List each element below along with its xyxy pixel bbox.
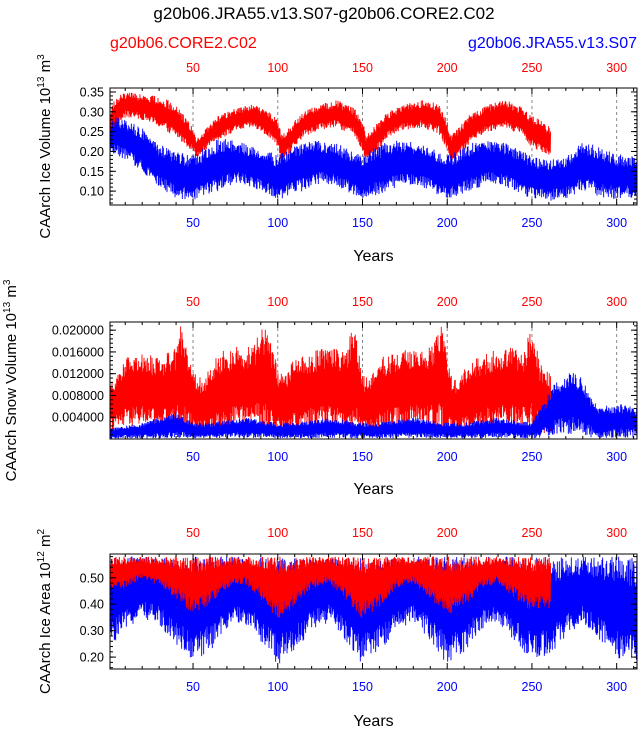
x-tick-label-bottom: 150 bbox=[352, 216, 373, 230]
x-tick-label-bottom: 100 bbox=[267, 450, 288, 464]
chart-panel-1: 50 50 100 100 150 150 200 200 250 250 300 300 0.10 0.… bbox=[36, 54, 638, 265]
x-tick-label-bottom: 250 bbox=[522, 680, 543, 694]
x-tick-label-bottom: 50 bbox=[186, 216, 200, 230]
series-blue-line bbox=[110, 373, 637, 439]
chart-panel-2: 50 50 100 100 150 150 200 200 250 250 300 300 0.0040… bbox=[2, 279, 638, 498]
x-tick-label-bottom: 100 bbox=[267, 680, 288, 694]
x-tick-label-bottom: 150 bbox=[352, 680, 373, 694]
x-axis-label: Years bbox=[353, 481, 393, 498]
x-tick-label-top: 50 bbox=[186, 295, 200, 309]
y-tick-label: 0.008000 bbox=[52, 389, 104, 403]
y-tick-label: 0.30 bbox=[80, 624, 104, 638]
x-tick-label-top: 200 bbox=[437, 295, 458, 309]
x-tick-label-top: 250 bbox=[522, 61, 543, 75]
y-tick-label: 0.004000 bbox=[52, 411, 104, 425]
y-axis-label: CAArch Ice Volume 1013 m3 bbox=[36, 54, 54, 239]
x-tick-label-top: 200 bbox=[437, 526, 458, 540]
x-tick-label-top: 250 bbox=[522, 526, 543, 540]
y-tick-label: 0.20 bbox=[80, 651, 104, 665]
x-tick-label-top: 300 bbox=[606, 526, 627, 540]
x-tick-label-bottom: 300 bbox=[606, 680, 627, 694]
y-tick-label: 0.10 bbox=[80, 185, 104, 199]
plot-frame bbox=[109, 87, 638, 206]
x-tick-label-bottom: 300 bbox=[606, 216, 627, 230]
figure-title: g20b06.JRA55.v13.S07-g20b06.CORE2.C02 bbox=[153, 4, 494, 23]
plot-frame bbox=[109, 321, 638, 440]
y-tick-label: 0.016000 bbox=[52, 345, 104, 359]
x-tick-label-top: 300 bbox=[606, 295, 627, 309]
x-tick-label-bottom: 200 bbox=[437, 680, 458, 694]
y-tick-label: 0.35 bbox=[80, 85, 104, 99]
series-blue-line bbox=[110, 556, 637, 664]
series-red-line bbox=[110, 326, 552, 437]
x-tick-label-top: 100 bbox=[267, 526, 288, 540]
x-tick-label-top: 100 bbox=[267, 61, 288, 75]
y-tick-label: 0.15 bbox=[80, 165, 104, 179]
x-tick-label-bottom: 200 bbox=[437, 450, 458, 464]
x-axis-label: Years bbox=[353, 248, 393, 265]
x-tick-label-bottom: 250 bbox=[522, 216, 543, 230]
series-red-line bbox=[110, 556, 552, 618]
x-axis-label: Years bbox=[353, 713, 393, 730]
legend-blue-label: g20b06.JRA55.v13.S07 bbox=[468, 35, 637, 52]
x-tick-label-bottom: 50 bbox=[186, 680, 200, 694]
panels: 50 50 100 100 150 150 200 200 250 250 300 300 0.10 0.… bbox=[2, 54, 638, 730]
y-tick-label: 0.40 bbox=[80, 598, 104, 612]
y-tick-label: 0.012000 bbox=[52, 367, 104, 381]
series-blue-line bbox=[110, 117, 637, 201]
y-axis-label: CAArch Snow Volume 1013 m3 bbox=[2, 279, 20, 481]
x-tick-label-bottom: 250 bbox=[522, 450, 543, 464]
y-tick-label: 0.30 bbox=[80, 105, 104, 119]
y-tick-label: 0.20 bbox=[80, 145, 104, 159]
legend-red-label: g20b06.CORE2.C02 bbox=[110, 35, 257, 52]
x-tick-label-top: 150 bbox=[352, 61, 373, 75]
x-tick-label-bottom: 200 bbox=[437, 216, 458, 230]
y-tick-label: 0.25 bbox=[80, 125, 104, 139]
x-tick-label-top: 300 bbox=[606, 61, 627, 75]
x-tick-label-bottom: 100 bbox=[267, 216, 288, 230]
x-tick-label-top: 250 bbox=[522, 295, 543, 309]
plot-frame bbox=[109, 553, 638, 670]
x-tick-label-top: 100 bbox=[267, 295, 288, 309]
y-axis-label: CAArch Ice Area 1012 m2 bbox=[36, 529, 54, 695]
chart-panel-3: 50 50 100 100 150 150 200 200 250 250 300 300 0.20 0.… bbox=[36, 526, 638, 730]
x-tick-label-top: 50 bbox=[186, 61, 200, 75]
y-tick-label: 0.50 bbox=[80, 571, 104, 585]
x-tick-label-bottom: 150 bbox=[352, 450, 373, 464]
series-red-line bbox=[110, 92, 552, 161]
x-tick-label-bottom: 50 bbox=[186, 450, 200, 464]
x-tick-label-top: 150 bbox=[352, 526, 373, 540]
x-tick-label-bottom: 300 bbox=[606, 450, 627, 464]
x-tick-label-top: 150 bbox=[352, 295, 373, 309]
y-tick-label: 0.020000 bbox=[52, 324, 104, 338]
x-tick-label-top: 200 bbox=[437, 61, 458, 75]
x-tick-label-top: 50 bbox=[186, 526, 200, 540]
